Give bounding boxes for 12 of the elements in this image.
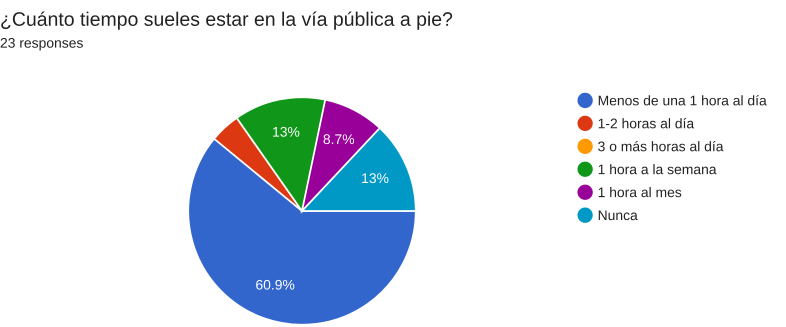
text: 23 responses: [0, 38, 83, 51]
legend-label: 1 hora al mes: [598, 187, 682, 198]
legend-label: Menos de una 1 hora al día: [598, 95, 767, 106]
chart-title: ¿Cuánto tiempo sueles estar en la vía pública a pie?: [1, 11, 452, 30]
data-label: 60.9%: [256, 280, 294, 290]
data-label: 8.7%: [324, 134, 354, 144]
legend-label: 3 o más horas al día: [598, 140, 724, 152]
legend-label: 1-2 horas al día: [598, 118, 694, 128]
data-label: 13%: [362, 173, 388, 184]
legend-label: Nunca: [598, 210, 638, 220]
legend-label: 1 hora a la semana: [598, 164, 717, 174]
data-label: 13%: [273, 126, 300, 137]
